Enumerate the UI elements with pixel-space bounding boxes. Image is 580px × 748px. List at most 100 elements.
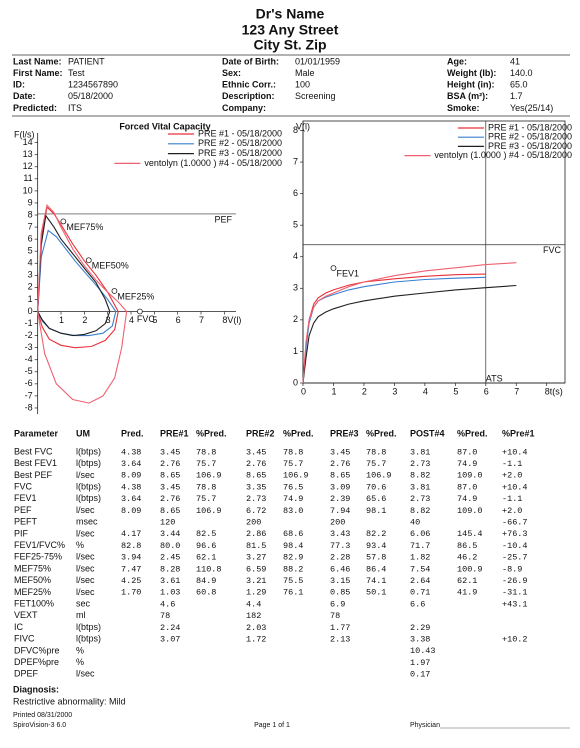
- parameter: DFVC%pre: [14, 645, 60, 655]
- table-value: 40: [410, 517, 420, 527]
- table-value: 2.28: [330, 553, 350, 563]
- table-value: 3.45: [246, 447, 266, 457]
- table-value: 2.39: [330, 494, 350, 504]
- chart-title: Forced Vital Capacity: [119, 121, 210, 131]
- table-value: 2.86: [246, 529, 266, 539]
- data-line: [302, 276, 486, 384]
- y-axis-label: F(l/s): [14, 129, 35, 139]
- x-tick-label: 1: [331, 386, 336, 396]
- table-value: -26.9: [502, 576, 528, 586]
- column-header: Pred.: [121, 428, 144, 438]
- parameter: MEF75%: [14, 563, 51, 573]
- x-tick-label: 4: [129, 315, 134, 325]
- table-value: 2.76: [246, 459, 266, 469]
- parameter: FET100%: [14, 598, 54, 608]
- y-tick-label: 1: [28, 294, 33, 304]
- reference-label: FVC: [543, 245, 562, 255]
- unit: sec: [76, 598, 91, 608]
- info-label: Smoke:: [447, 103, 480, 113]
- parameter: FVC: [14, 481, 33, 491]
- column-header: %Pred.: [196, 428, 227, 438]
- table-value: 100.9: [457, 564, 483, 574]
- table-value: 1.72: [246, 634, 266, 644]
- table-value: 6.72: [246, 506, 266, 516]
- y-tick-label: 5: [293, 220, 298, 230]
- x-tick-label: 3: [392, 386, 397, 396]
- table-value: 83.0: [283, 506, 303, 516]
- legend-label: PRE #3 - 05/18/2000: [198, 148, 282, 158]
- table-value: 87.0: [457, 447, 477, 457]
- unit: l/sec: [76, 470, 95, 480]
- doctor-name: Dr's Name: [256, 6, 325, 22]
- table-value: 70.6: [366, 482, 386, 492]
- x-tick-label: 5: [453, 386, 458, 396]
- reference-label: PEF: [214, 214, 232, 224]
- table-value: 2.73: [246, 494, 266, 504]
- software: SpiroVision-3 6.0: [13, 722, 66, 729]
- y-tick-label: -6: [25, 378, 33, 388]
- marker-label: FVC: [137, 314, 156, 324]
- table-value: 4.38: [121, 482, 141, 492]
- printed-date: Printed 08/31/2000: [13, 712, 72, 719]
- marker: [85, 257, 92, 264]
- table-value: 60.8: [196, 588, 216, 598]
- table-value: 46.2: [457, 553, 477, 563]
- info-label: Sex:: [222, 68, 241, 78]
- info-value: 1.7: [510, 91, 523, 101]
- table-value: 3.81: [410, 447, 430, 457]
- table-value: 2.76: [160, 494, 180, 504]
- y-tick-label: 8: [293, 125, 298, 135]
- info-label: Date:: [13, 91, 36, 101]
- table-value: 75.7: [283, 459, 303, 469]
- plot-frame: [302, 120, 566, 384]
- table-value: 2.73: [410, 494, 430, 504]
- marker-label: FEV1: [336, 268, 359, 278]
- info-value: 65.0: [510, 80, 528, 90]
- x-tick-label: 6: [484, 386, 489, 396]
- table-value: 106.9: [196, 471, 222, 481]
- unit: l(btps): [76, 446, 101, 456]
- table-value: 7.47: [121, 564, 141, 574]
- city: City St. Zip: [253, 37, 326, 53]
- info-label: Height (in):: [447, 80, 495, 90]
- y-tick-label: 4: [28, 258, 33, 268]
- table-value: 8.65: [160, 506, 180, 516]
- unit: l(btps): [76, 458, 101, 468]
- info-label: BSA (m²):: [447, 91, 488, 101]
- table-value: +43.1: [502, 599, 528, 609]
- column-header: PRE#2: [246, 428, 275, 438]
- table-value: 0.85: [330, 588, 350, 598]
- table-value: 78.8: [283, 447, 303, 457]
- x-tick-label: 3: [106, 315, 111, 325]
- table-value: 98.4: [283, 541, 303, 551]
- legend-label: PRE #2 - 05/18/2000: [198, 138, 282, 148]
- table-value: 75.7: [366, 459, 386, 469]
- table-value: 6.59: [246, 564, 266, 574]
- table-value: 1.29: [246, 588, 266, 598]
- table-value: +10.4: [502, 482, 528, 492]
- table-value: 82.8: [121, 541, 141, 551]
- table-value: 75.7: [196, 494, 216, 504]
- y-tick-label: 3: [293, 283, 298, 293]
- unit: l(btps): [76, 493, 101, 503]
- table-value: 2.24: [160, 623, 180, 633]
- info-value: 100: [295, 80, 310, 90]
- table-value: 2.76: [160, 459, 180, 469]
- table-value: 3.15: [330, 576, 350, 586]
- column-header: %Pred.: [366, 428, 397, 438]
- legend-label: PRE #2 - 05/18/2000: [488, 132, 572, 142]
- y-tick-label: 6: [293, 188, 298, 198]
- table-value: 2.45: [160, 553, 180, 563]
- y-tick-label: 1: [293, 346, 298, 356]
- parameter: FEF25-75%: [14, 552, 62, 562]
- y-tick-label: 12: [23, 161, 33, 171]
- table-value: 75.7: [196, 459, 216, 469]
- marker: [330, 265, 337, 271]
- table-value: 120: [160, 517, 175, 527]
- data-line: [302, 284, 517, 384]
- parameter: DPEF: [14, 669, 39, 679]
- table-value: 76.1: [283, 588, 303, 598]
- parameter: FEV1/FVC%: [14, 540, 65, 550]
- parameter: PEFT: [14, 517, 38, 527]
